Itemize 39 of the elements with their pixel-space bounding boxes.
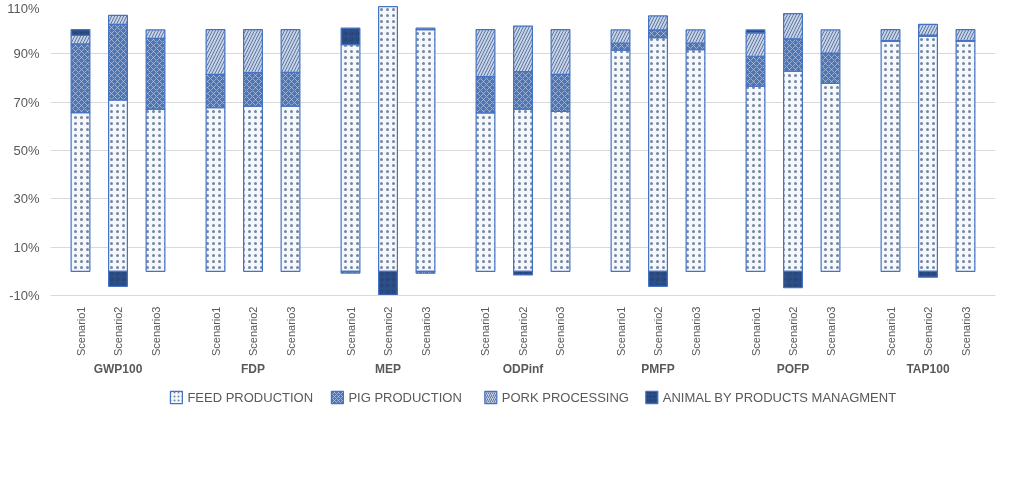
x-tick-label: Scenario2 — [517, 306, 529, 357]
y-tick-label: 50% — [13, 143, 40, 158]
y-tick-label: 70% — [13, 94, 40, 110]
text: GWP100 — [93, 361, 143, 376]
y-tick-label: 110% — [7, 0, 40, 16]
x-tick-label: Scenario1 — [479, 306, 492, 357]
text: PMFP — [641, 361, 675, 376]
legend-label: PIG PRODUCTION — [348, 390, 462, 405]
x-tick-label: Scenario2 — [112, 306, 124, 357]
x-tick-label: Scenario3 — [554, 306, 567, 357]
x-tick-label: Scenario1 — [209, 306, 222, 357]
x-tick-label: Scenario1 — [74, 306, 87, 357]
x-tick-label: Scenario3 — [824, 306, 837, 357]
text: ODPinf — [502, 361, 545, 376]
text: FDP — [241, 361, 265, 376]
x-tick-label: Scenario2 — [247, 306, 259, 357]
text: MEP — [375, 361, 402, 376]
x-tick-label: Scenario2 — [382, 306, 394, 357]
legend-label: FEED PRODUCTION — [187, 390, 314, 405]
y-tick-label: 30% — [13, 191, 40, 207]
x-tick-label: Scenario3 — [419, 306, 432, 357]
x-tick-label: Scenario1 — [884, 306, 897, 357]
x-tick-label: Scenario3 — [149, 306, 162, 357]
legend-label: PORK PROCESSING — [501, 390, 629, 405]
legend-label: ANIMAL BY PRODUCTS MANAGMENT — [662, 390, 897, 405]
x-tick-label: Scenario3 — [284, 306, 297, 357]
x-tick-label: Scenario2 — [922, 306, 934, 357]
y-tick-label: 10% — [13, 239, 40, 255]
x-tick-label: Scenario2 — [652, 306, 664, 357]
text: TAP100 — [906, 361, 950, 376]
x-tick-label: Scenario2 — [787, 306, 799, 357]
y-tick-label: 90% — [13, 46, 40, 62]
y-tick-label: -10% — [9, 288, 40, 303]
x-tick-label: Scenario3 — [689, 306, 702, 357]
text: POFP — [776, 361, 810, 376]
x-tick-label: Scenario3 — [959, 306, 972, 357]
x-tick-label: Scenario1 — [614, 306, 627, 357]
x-tick-label: Scenario1 — [749, 306, 762, 357]
x-tick-label: Scenario1 — [344, 306, 357, 357]
